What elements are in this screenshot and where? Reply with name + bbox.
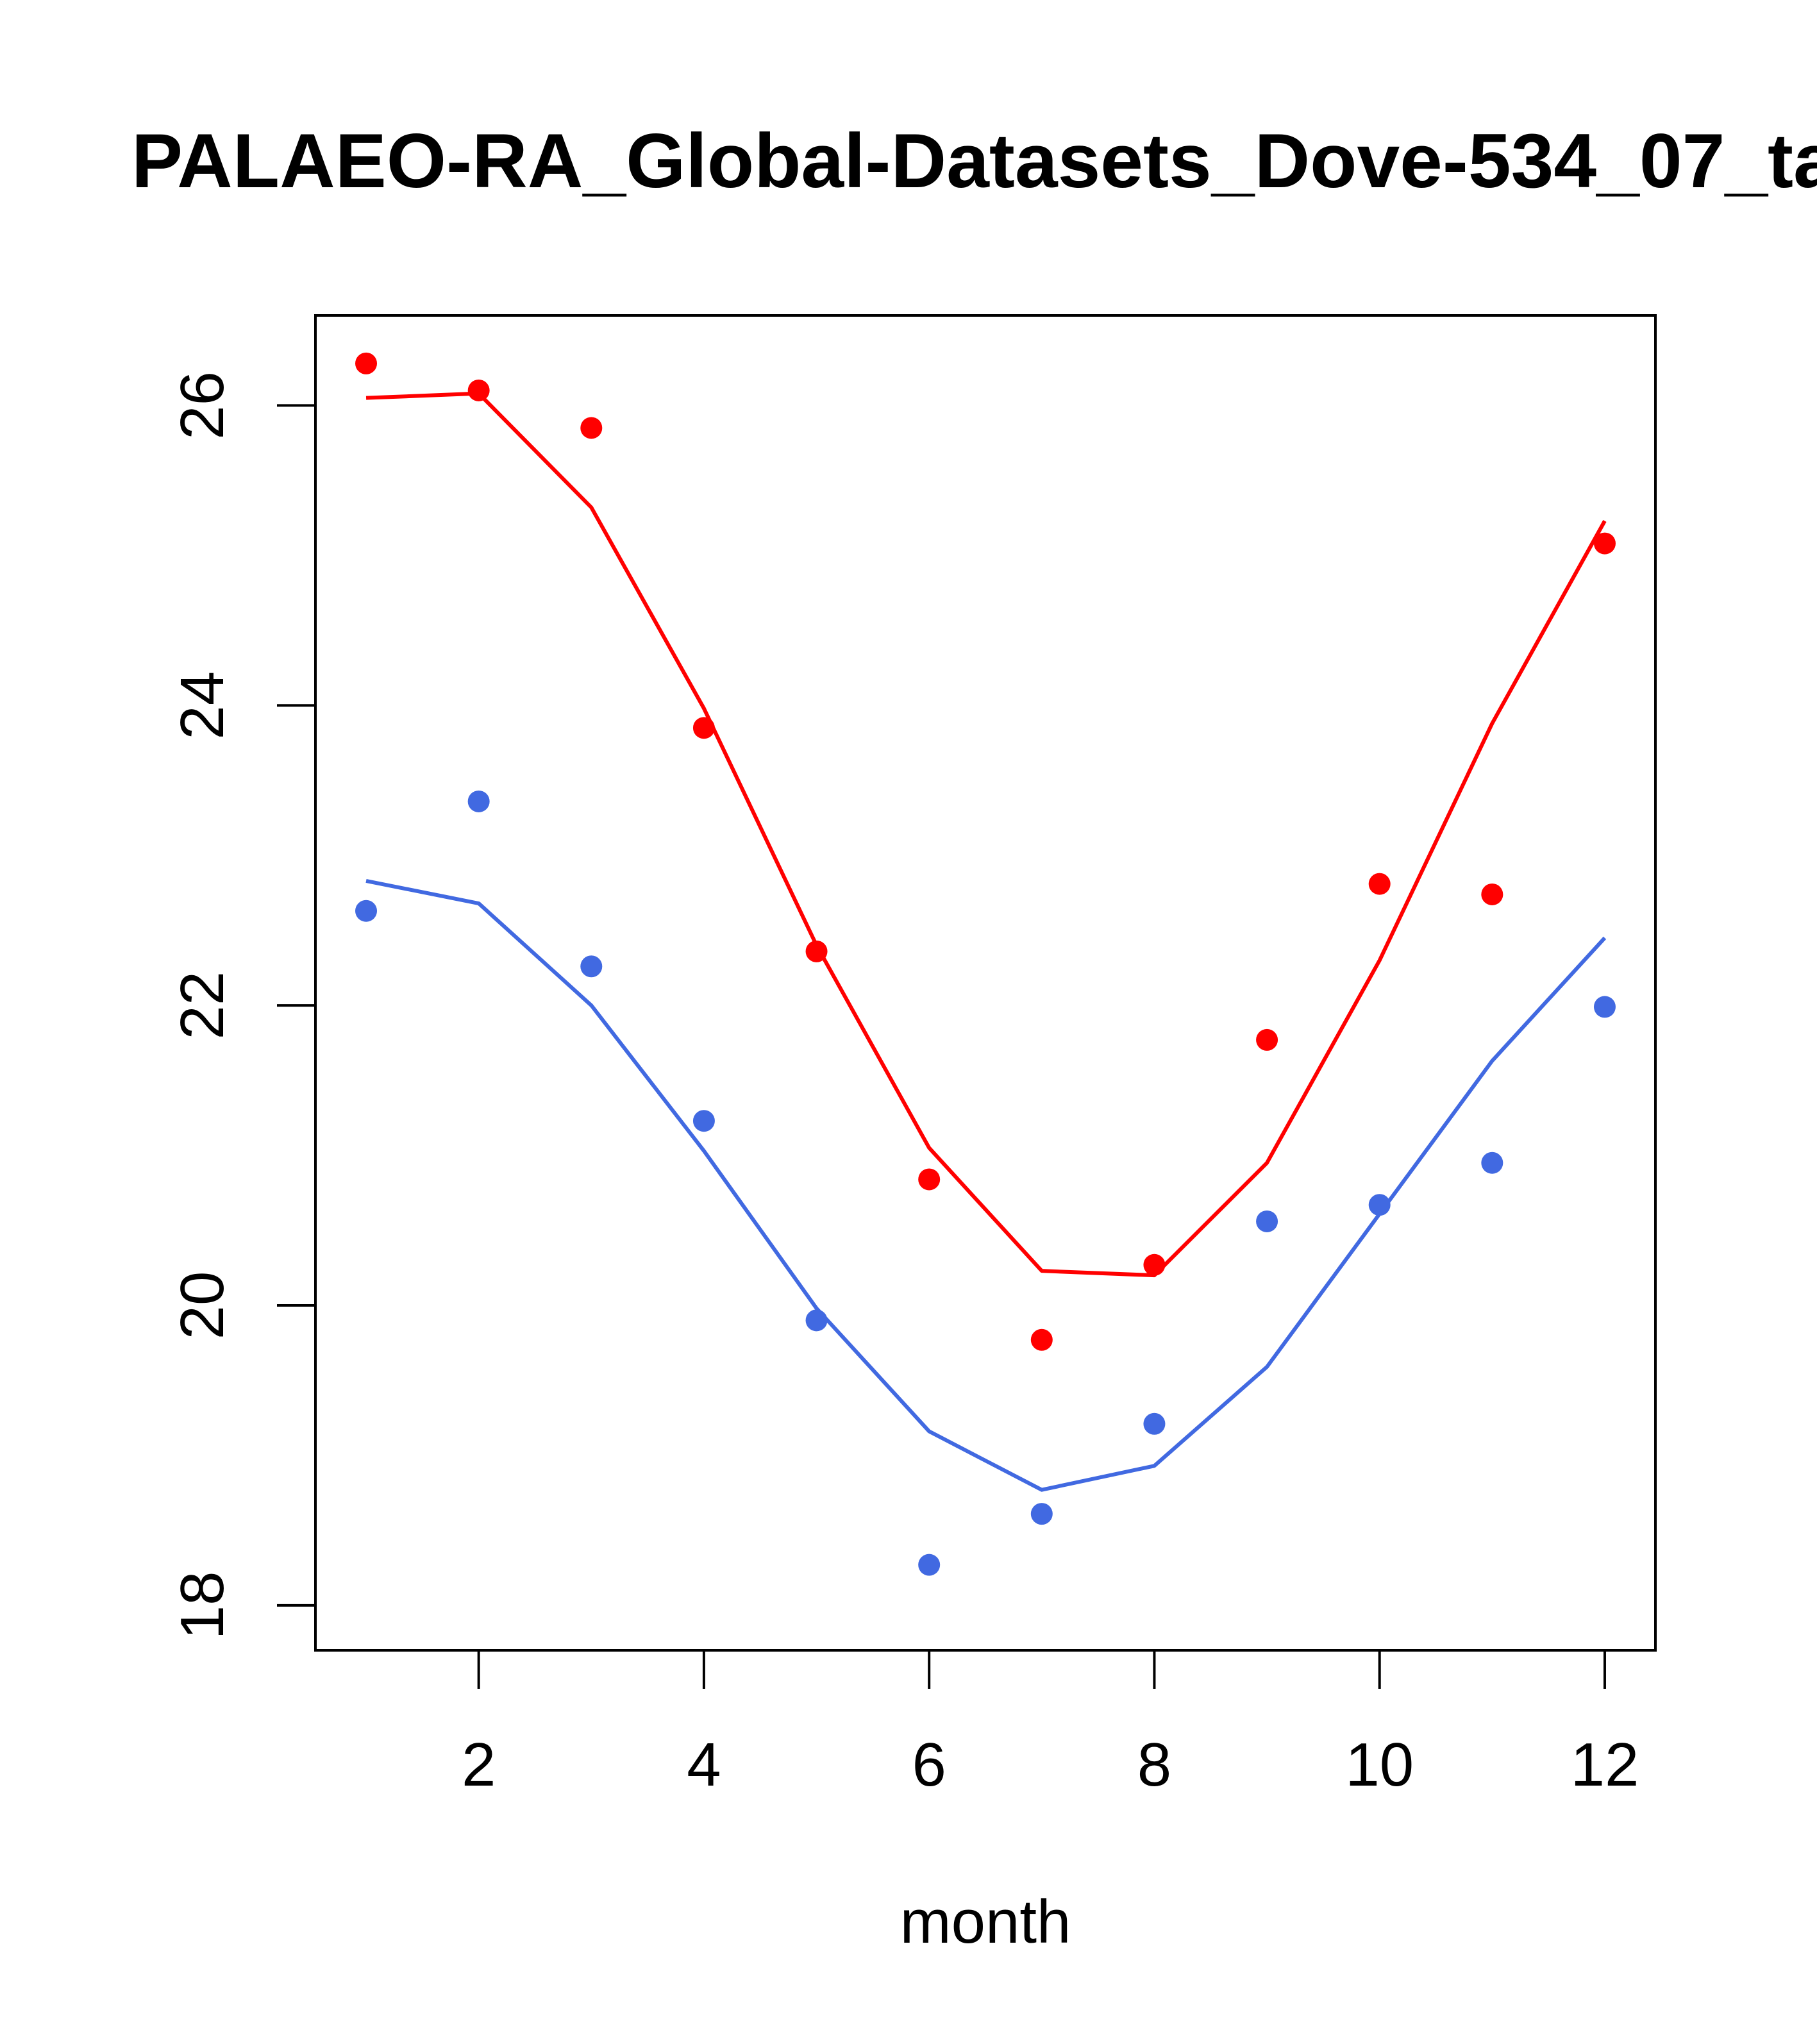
y-tick-label-22: 22 xyxy=(168,971,237,1040)
series-2-point-9 xyxy=(1256,1210,1278,1232)
x-tick-label-2: 2 xyxy=(462,1730,496,1799)
series-2-point-1 xyxy=(355,900,378,922)
series-1-point-1 xyxy=(355,352,378,374)
chart-title: PALAEO-RA_Global-Datasets_Dove-534_07_ta xyxy=(131,118,1817,204)
series-1 xyxy=(355,352,1616,1351)
plot-frame xyxy=(314,314,1657,1652)
series-1-line xyxy=(365,391,1607,1278)
x-axis: 2 4 6 8 10 12 xyxy=(462,1649,1639,1799)
y-tick-label-24: 24 xyxy=(168,671,237,740)
series-2-point-8 xyxy=(1143,1412,1166,1435)
y-tick-label-20: 20 xyxy=(168,1271,237,1340)
series-1-point-2 xyxy=(467,379,490,401)
series-2-point-6 xyxy=(918,1554,941,1576)
x-tick-label-4: 4 xyxy=(687,1730,721,1799)
series-2-line xyxy=(365,878,1607,1492)
series-2-point-3 xyxy=(580,955,603,978)
series-1-point-9 xyxy=(1256,1028,1278,1051)
series-1-point-6 xyxy=(918,1168,941,1191)
series-1-point-5 xyxy=(805,940,828,962)
series-1-point-10 xyxy=(1368,873,1391,895)
series-2-point-11 xyxy=(1481,1152,1503,1174)
series-1-point-11 xyxy=(1481,883,1503,905)
series-2-point-12 xyxy=(1593,996,1616,1018)
x-tick-label-6: 6 xyxy=(912,1730,946,1799)
series-2-point-2 xyxy=(467,790,490,812)
x-tick-label-8: 8 xyxy=(1137,1730,1171,1799)
series-2 xyxy=(355,790,1616,1576)
series-1-point-8 xyxy=(1143,1253,1166,1276)
series-2-point-4 xyxy=(692,1110,715,1132)
x-axis-label: month xyxy=(900,1888,1071,1956)
y-tick-label-26: 26 xyxy=(168,371,237,440)
x-tick-label-10: 10 xyxy=(1345,1730,1414,1799)
series-1-point-12 xyxy=(1593,532,1616,555)
series-2-point-10 xyxy=(1368,1194,1391,1216)
series-1-point-7 xyxy=(1030,1328,1053,1351)
series-2-point-7 xyxy=(1030,1503,1053,1525)
series-layer xyxy=(355,352,1616,1576)
series-1-point-4 xyxy=(692,717,715,739)
series-1-point-3 xyxy=(580,417,603,439)
x-tick-label-12: 12 xyxy=(1571,1730,1639,1799)
y-tick-label-18: 18 xyxy=(168,1571,237,1639)
y-axis: 18 20 22 24 26 xyxy=(168,371,317,1639)
series-2-point-5 xyxy=(805,1309,828,1332)
